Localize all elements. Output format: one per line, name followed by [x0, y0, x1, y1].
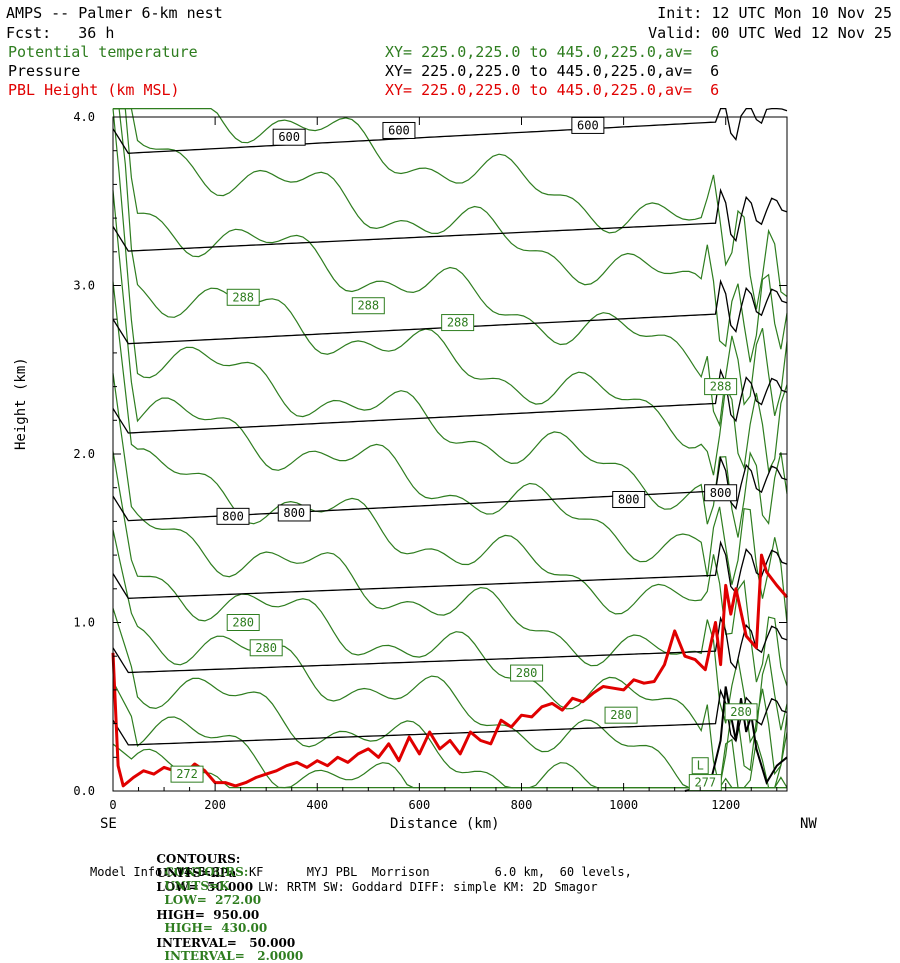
- pressure-isobar-650: [113, 190, 787, 251]
- y-axis-label: Height (km): [12, 357, 30, 450]
- theta-contour-line: [113, 109, 787, 310]
- y-tick-label: 2.0: [73, 447, 95, 461]
- pressure-contour-label: 800: [618, 492, 640, 506]
- pressure-isobar-800: [113, 458, 787, 520]
- theta-contour-label: 280: [516, 666, 538, 680]
- theta-contour-low: LOW= 272.00: [164, 893, 261, 907]
- theta-contour-label: 272: [176, 767, 198, 781]
- theta-contour-units: UNITS=K: [164, 879, 229, 893]
- theta-contour-line: [113, 109, 787, 425]
- y-tick-label: 1.0: [73, 616, 95, 630]
- theta-contour-label: 277: [694, 776, 716, 790]
- pressure-contour-label: 800: [283, 506, 305, 520]
- theta-contour-label: 280: [255, 641, 277, 655]
- x-tick-label: 0: [109, 798, 116, 812]
- pressure-isobar-850: [113, 543, 787, 599]
- theta-contour-line: [113, 608, 787, 787]
- pressure-isobar-950: [113, 691, 787, 745]
- theta-contour-label: 280: [610, 708, 632, 722]
- theta-contour-label: 288: [232, 290, 254, 304]
- pressure-contour-label: 800: [710, 486, 732, 500]
- direction-right: NW: [800, 815, 817, 833]
- x-tick-label: 1000: [609, 798, 638, 812]
- pressure-contour-label: 800: [222, 509, 244, 523]
- pressure-isobar-700: [113, 281, 787, 343]
- x-tick-label: 200: [204, 798, 226, 812]
- theta-contour-label: L: [697, 759, 704, 773]
- y-tick-label: 4.0: [73, 110, 95, 124]
- x-ticks: 0 200 400 600 800 1000 1200: [109, 117, 776, 812]
- x-tick-label: 400: [306, 798, 328, 812]
- theta-contour-line: [113, 282, 787, 686]
- theta-contour-label: 280: [232, 616, 254, 630]
- pressure-contour-label: 600: [278, 130, 300, 144]
- pressure-isobar-600: [113, 109, 787, 154]
- plot-frame: [113, 117, 787, 791]
- theta-contour-label: 288: [357, 299, 379, 313]
- pressure-contour-label: 600: [577, 118, 599, 132]
- x-axis-label: Distance (km): [390, 815, 500, 833]
- y-tick-label: 3.0: [73, 279, 95, 293]
- theta-contour-lines: [113, 109, 787, 788]
- theta-contour-line: [113, 109, 787, 476]
- direction-left: SE: [100, 815, 117, 833]
- pressure-isobar-750: [113, 371, 787, 433]
- pressure-labels: 600 600 600 800 800 800 800: [217, 117, 737, 524]
- pbl-height-line: [113, 555, 787, 786]
- pressure-isobar-900: [113, 618, 787, 672]
- theta-contour-interval: INTERVAL= 2.0000: [164, 949, 303, 963]
- x-tick-label: 800: [511, 798, 533, 812]
- theta-contour-label: 288: [710, 380, 732, 394]
- model-info-line1: Model Info: V4.3.3 KF MYJ PBL Morrison 6…: [90, 865, 632, 879]
- x-tick-label: 1200: [711, 798, 740, 812]
- pressure-contour-label: 600: [388, 123, 410, 137]
- y-ticks: 0.0 1.0 2.0 3.0 4.0: [73, 110, 787, 798]
- y-tick-label: 0.0: [73, 784, 95, 798]
- theta-contour-label: 288: [447, 316, 469, 330]
- model-info-line2: LW: RRTM SW: Goddard DIFF: simple KM: 2D…: [258, 880, 598, 894]
- x-tick-label: 600: [409, 798, 431, 812]
- theta-contour-label: 280: [730, 705, 752, 719]
- theta-contour-high: HIGH= 430.00: [164, 921, 267, 935]
- theta-contour-line: [113, 681, 787, 787]
